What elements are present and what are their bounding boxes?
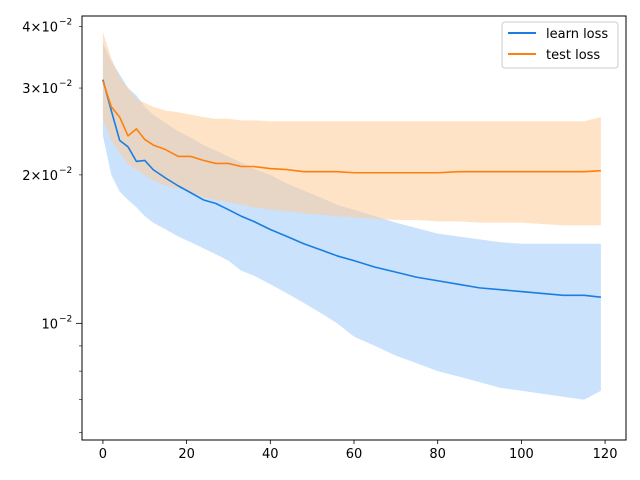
series-lines	[102, 79, 601, 298]
x-tick-label: 60	[346, 447, 363, 462]
band-test-loss	[102, 31, 601, 226]
x-tick-label: 80	[429, 447, 446, 462]
uncertainty-bands	[102, 31, 601, 400]
x-tick-label: 20	[178, 447, 195, 462]
y-minor-tick-label: 4×10	[22, 20, 58, 35]
y-minor-tick-exponent: −2	[59, 166, 72, 176]
x-tick-label: 120	[593, 447, 618, 462]
x-tick-label: 40	[262, 447, 279, 462]
line-learn-loss	[102, 79, 601, 298]
legend-label-test-loss: test loss	[546, 48, 600, 63]
x-tick-label: 100	[509, 447, 534, 462]
legend-label-learn-loss: learn loss	[546, 27, 608, 42]
y-minor-tick-exponent: −2	[59, 17, 72, 27]
line-test-loss	[102, 80, 601, 174]
y-major-tick-exponent: −2	[59, 314, 72, 324]
y-minor-tick-label: 3×10	[22, 82, 58, 97]
legend: learn loss test loss	[501, 21, 619, 69]
y-major-tick-label: 10	[41, 317, 58, 332]
x-axis: 0 20 40 60 80 100 120	[99, 440, 618, 462]
y-axis: 10 −22×10 −23×10 −24×10 −2	[22, 17, 82, 434]
y-minor-tick-exponent: −2	[59, 79, 72, 89]
band-learn-loss	[102, 43, 601, 400]
x-tick-label: 0	[99, 447, 107, 462]
y-minor-tick-label: 2×10	[22, 169, 58, 184]
